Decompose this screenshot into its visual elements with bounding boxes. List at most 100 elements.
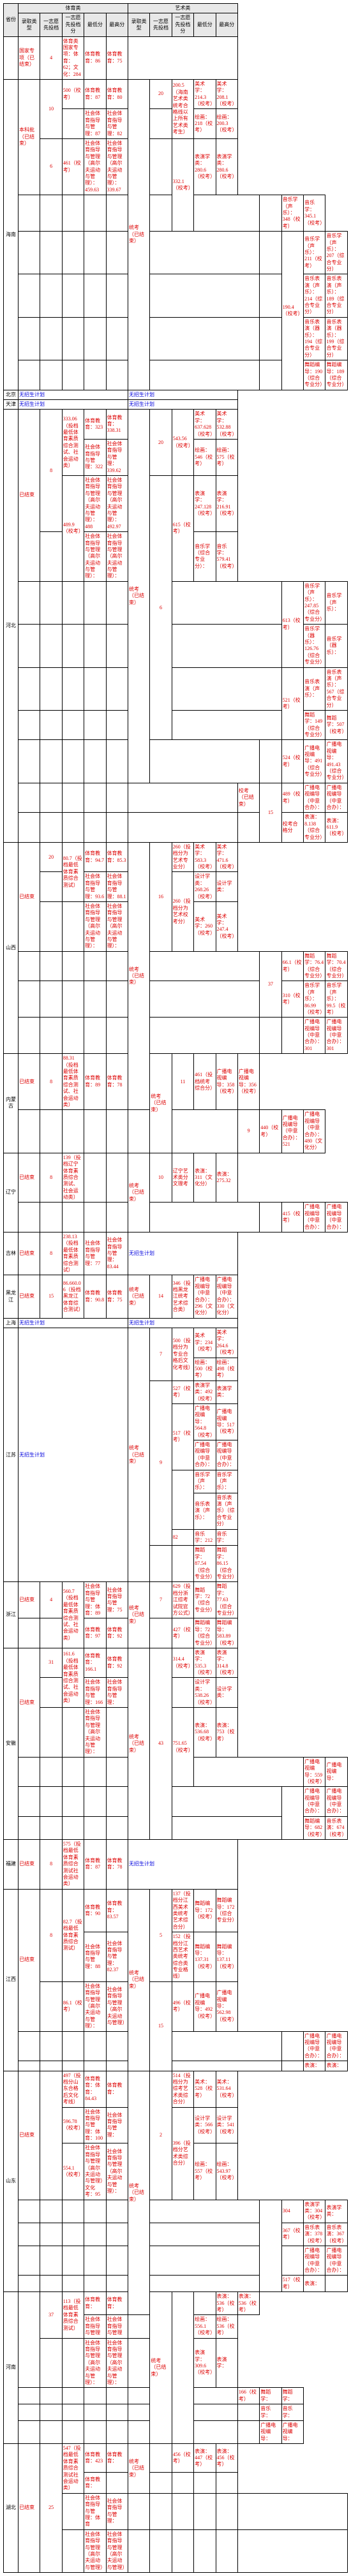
low-cell: 社会体育指导与管理：93.6 — [84, 872, 106, 902]
low-cell: 设计学类：566（校考） — [194, 2107, 216, 2143]
line1-cell — [40, 1203, 62, 1232]
table-row: 310（校考）音乐学（声乐）：86.99（校考）音乐学（声乐）：99.5（校考） — [4, 981, 348, 1018]
high-cell: 广播电视编导（中意合办）： — [325, 1787, 348, 1817]
line1-cell: 9 — [150, 1381, 172, 1546]
line2-cell: 751.65（校考） — [172, 1708, 193, 1787]
line1-cell — [150, 2493, 172, 2529]
low-cell: 音乐学（声乐）：211（校考） — [304, 232, 325, 274]
line2-cell: 333.06（投档最低体育素质综合测试、社会运动类） — [62, 410, 84, 476]
high-cell: 社会体育指导与管理（高尔夫运动与管理）：339.67 — [106, 139, 128, 195]
low-cell: 广播电视编导：358（校考） — [216, 1054, 237, 1110]
low-cell: 广播电视编导（中意合办）：521 — [281, 1110, 303, 1153]
line1-cell: 8 — [40, 1232, 62, 1275]
line2-cell — [194, 2292, 216, 2315]
high-cell: 表演学类：280.6（校考） — [216, 139, 237, 195]
no-plan: 无招生计划 — [19, 400, 128, 410]
line1-cell: 25 — [40, 2444, 62, 2573]
low-cell — [84, 2200, 106, 2223]
line2-cell: 66.1（校考） — [281, 951, 303, 981]
line1-cell — [40, 981, 62, 1018]
req-cell — [19, 710, 40, 740]
high-cell: 绘画：200.3（校考） — [216, 109, 237, 139]
low-cell: 舞蹈学：149（综合专业分） — [304, 710, 325, 740]
line2-cell: 86.660.06（投档黑龙江体育综合测试） — [62, 1275, 84, 1318]
line1-cell: 20 — [150, 79, 172, 109]
line1-cell: 8 — [40, 1840, 62, 1890]
line2-cell — [62, 109, 84, 139]
low-cell: 音乐学（声乐）：348（校考） — [281, 195, 303, 232]
low-cell: 舞蹈学：76.4（综合专业分） — [304, 951, 325, 981]
line1-cell — [40, 1618, 62, 1648]
low-cell: 表演学：535.3（校考） — [194, 1648, 216, 1678]
table-row: 9440（校考）广播电视编导（中意合办）：521广播电视编导（中意合办）：480… — [4, 1110, 348, 1153]
line2-cell — [62, 783, 84, 813]
low-cell — [84, 195, 106, 232]
req-cell — [19, 2246, 40, 2276]
req-cell: 校考（已结束） — [237, 783, 259, 813]
line1-cell: 6 — [150, 476, 172, 740]
line1-cell: 8 — [40, 1153, 62, 1203]
line1-cell — [40, 317, 62, 360]
line1-cell — [150, 2444, 172, 2473]
req-cell — [19, 2292, 40, 2388]
line1-cell: 37 — [260, 951, 281, 1018]
line2-cell: 489.9（校考） — [62, 476, 84, 582]
line2-cell: 629（投档分浙江综考试院官方公式） — [172, 1582, 193, 1618]
req-cell — [19, 195, 40, 232]
low-cell — [194, 2529, 216, 2572]
high-cell: 表演学类： — [216, 1381, 237, 1403]
line2-cell — [172, 2529, 193, 2572]
high-cell: 社会体育指导与管理：88.1 — [106, 872, 128, 902]
high-cell — [106, 1203, 128, 1232]
low-cell: 社会体育指导与管理：166 — [84, 1678, 106, 1708]
line1-cell — [40, 2388, 62, 2404]
line2-cell — [62, 581, 84, 624]
table-row: 福建已结束8575（投档最低体育素质综合测试社会运动类）体育教育：87体育教育：… — [4, 1840, 348, 1890]
th-line2: 一志愿先投档分 — [62, 13, 84, 36]
province-cell: 天津 — [4, 400, 19, 410]
high-cell: 广播电视编导：356（校考） — [237, 1054, 259, 1110]
high-cell: 体育教育： — [106, 2071, 128, 2107]
req-cell — [19, 317, 40, 360]
low-cell — [84, 360, 106, 390]
low-cell: 绘画：218（校考） — [194, 109, 216, 139]
high-cell: 美术学：532.88（校考） — [216, 410, 237, 440]
low-cell: 社会体育指导与管理：体育：89 — [84, 1582, 106, 1618]
high-cell: 表演学： — [216, 2338, 237, 2388]
line2-cell — [281, 2061, 303, 2071]
low-cell: 设计学类：538.26（校考） — [194, 1678, 216, 1708]
req-cell: 统考（已结束） — [128, 1328, 149, 1582]
low-cell: 社会体育指导与管理：87 — [84, 109, 106, 139]
line2-cell: 体育类国家专项：体育：62；文化：284 — [62, 36, 84, 79]
low-cell: 广播电视编导（中意合办）： — [304, 1787, 325, 1817]
low-cell: 音乐学（声乐）：247.85（综合专业分） — [304, 581, 325, 624]
province-cell: 内蒙古 — [4, 1054, 19, 1153]
high-cell: 舞蹈学：86.15（综合专业分） — [216, 1546, 237, 1582]
low-cell: 社会体育指导与管理：77 — [84, 1232, 106, 1275]
req-cell: 已结束 — [19, 1054, 40, 1110]
high-cell: 体育教育：92 — [106, 1648, 128, 1678]
province-cell: 河北 — [4, 410, 19, 842]
high-cell: 表演： — [325, 2061, 348, 2071]
empty — [128, 2404, 237, 2421]
line2-cell — [62, 2246, 84, 2276]
empty — [150, 1018, 260, 1054]
no-plan: 无招生计划 — [19, 390, 128, 399]
high-cell: 体育教育： — [106, 2444, 128, 2473]
high-cell: 体育教育：78 — [106, 1840, 128, 1890]
high-cell: 体育教育：338.31 — [106, 410, 128, 440]
low-cell — [84, 581, 106, 624]
high-cell: 社会体育指导与管理： — [106, 1678, 128, 1708]
line1-cell — [260, 317, 281, 360]
high-cell: 广播电视编导（中意合办）： — [325, 2031, 348, 2061]
empty — [128, 1110, 237, 1153]
line2-cell: 367（校考） — [281, 2223, 303, 2246]
low-cell: 美术学：234（校考） — [194, 1328, 216, 1358]
low-cell: 舞蹈学： — [260, 2388, 281, 2404]
high-cell: 音乐表演（器乐）：199（综合专业分） — [325, 317, 348, 360]
req-cell: 本科批（已结束） — [19, 79, 40, 195]
req-cell — [19, 740, 40, 783]
req-cell: 统考（已结束） — [128, 1889, 149, 2071]
line2-cell: 527（校考） — [172, 1381, 193, 1403]
req-cell — [19, 2276, 40, 2292]
